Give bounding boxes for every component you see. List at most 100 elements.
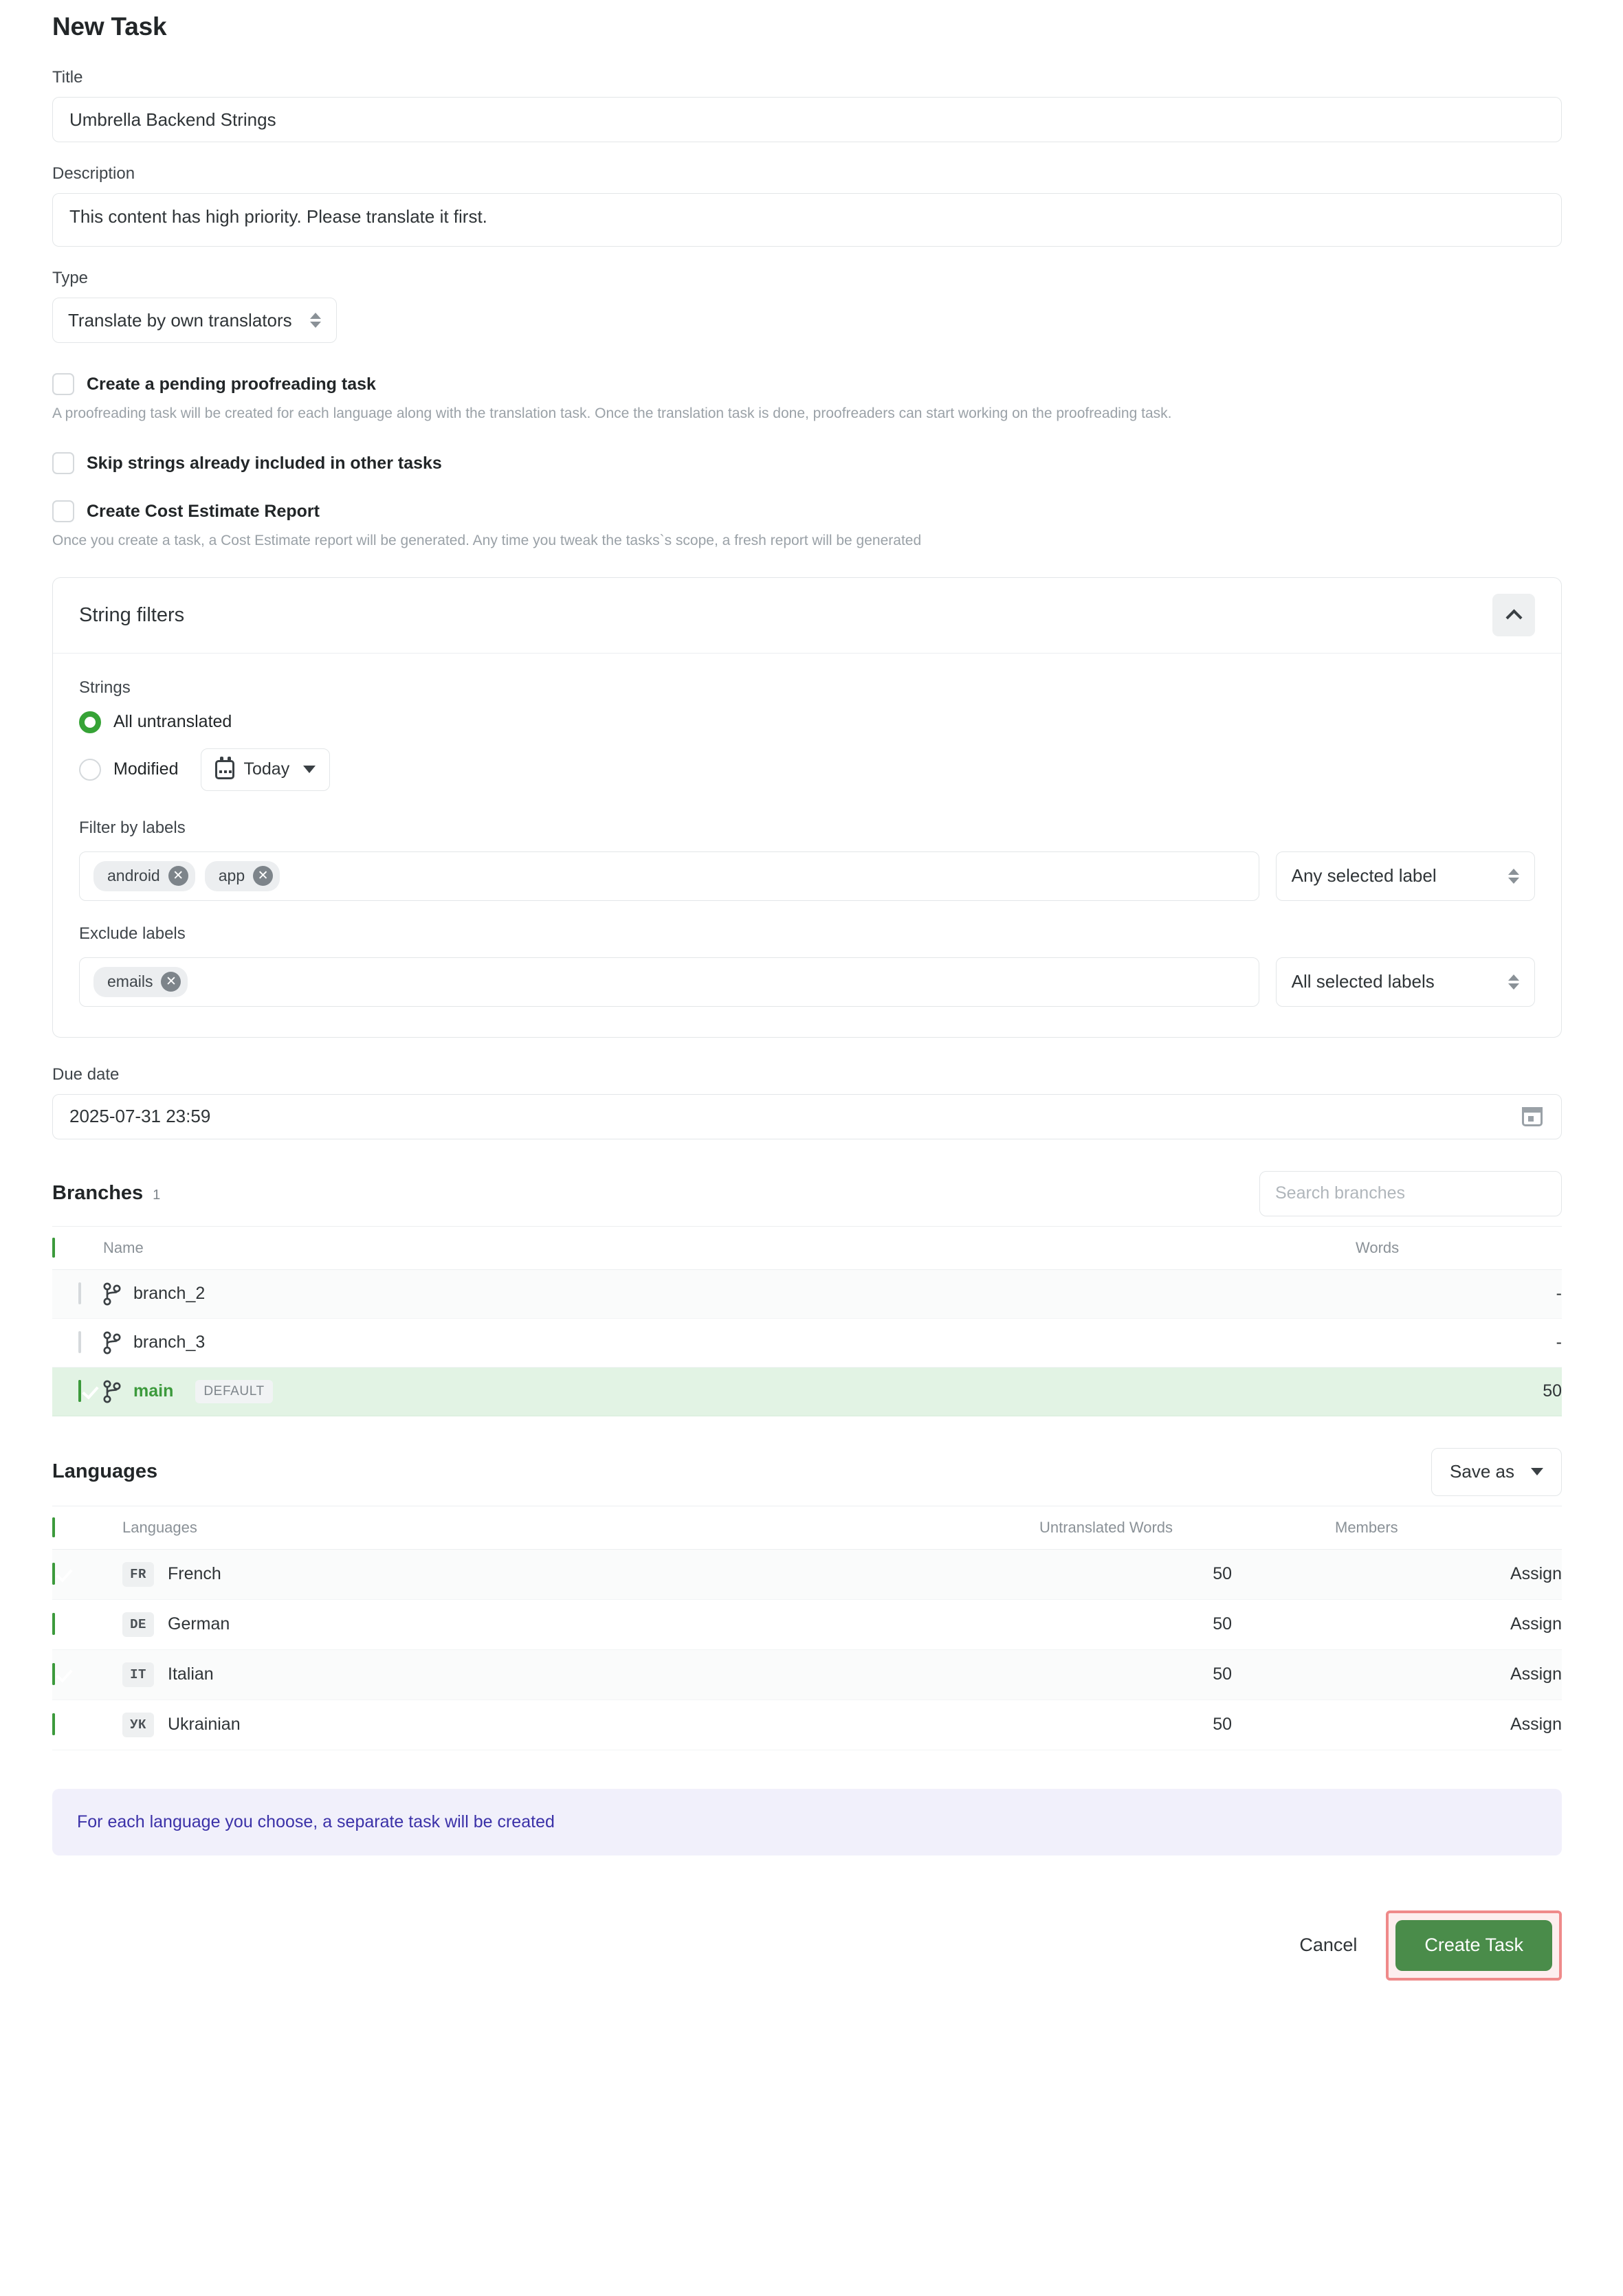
table-row[interactable]: main DEFAULT 50 bbox=[52, 1367, 1562, 1416]
collapse-toggle-button[interactable] bbox=[1492, 594, 1535, 637]
calendar-icon[interactable] bbox=[1522, 1106, 1543, 1126]
save-as-button[interactable]: Save as bbox=[1431, 1447, 1562, 1496]
remove-token-icon[interactable]: ✕ bbox=[253, 866, 274, 887]
language-untranslated-words: 50 bbox=[1039, 1549, 1335, 1600]
assign-link[interactable]: Assign bbox=[1510, 1715, 1562, 1735]
modified-date-dropdown[interactable]: Today bbox=[200, 748, 331, 791]
languages-table: Languages Untranslated Words Members FR … bbox=[52, 1505, 1562, 1750]
language-untranslated-words: 50 bbox=[1039, 1699, 1335, 1750]
language-code-badge: УК bbox=[122, 1712, 154, 1737]
language-name-cell: DE German bbox=[103, 1612, 1039, 1637]
branches-select-all-cell[interactable] bbox=[52, 1225, 103, 1270]
language-row-checkbox[interactable] bbox=[52, 1613, 55, 1636]
branch-name-cell: branch_2 bbox=[103, 1282, 1356, 1306]
cost-estimate-checkbox[interactable] bbox=[52, 500, 74, 523]
language-code-badge: DE bbox=[122, 1612, 154, 1637]
language-name: Italian bbox=[168, 1664, 214, 1684]
remove-token-icon[interactable]: ✕ bbox=[168, 866, 188, 887]
default-badge: DEFAULT bbox=[195, 1379, 273, 1403]
proofreading-checkbox-row[interactable]: Create a pending proofreading task bbox=[52, 373, 1562, 395]
language-row-checkbox[interactable] bbox=[52, 1563, 55, 1585]
assign-link[interactable]: Assign bbox=[1510, 1664, 1562, 1684]
label-token[interactable]: emails ✕ bbox=[93, 966, 188, 997]
branch-icon bbox=[103, 1380, 121, 1403]
cost-estimate-checkbox-row[interactable]: Create Cost Estimate Report bbox=[52, 500, 1562, 523]
language-row-checkbox[interactable] bbox=[52, 1663, 55, 1686]
chevron-down-icon bbox=[303, 766, 316, 774]
languages-select-all-checkbox[interactable] bbox=[52, 1517, 55, 1537]
branch-row-checkbox[interactable] bbox=[78, 1331, 81, 1354]
language-name: Ukrainian bbox=[168, 1715, 241, 1735]
branches-header-row: Name Words bbox=[52, 1225, 1562, 1270]
branch-row-checkbox[interactable] bbox=[78, 1380, 81, 1403]
languages-header: Languages Save as bbox=[52, 1447, 1562, 1496]
table-row[interactable]: УК Ukrainian 50 Assign bbox=[52, 1699, 1562, 1750]
radio-all-untranslated-row[interactable]: All untranslated bbox=[79, 711, 1535, 733]
skip-strings-checkbox[interactable] bbox=[52, 452, 74, 475]
skip-strings-label: Skip strings already included in other t… bbox=[87, 453, 442, 473]
filter-label-mode-select[interactable]: Any selected label bbox=[1275, 851, 1535, 901]
label-token[interactable]: android ✕ bbox=[93, 860, 195, 891]
branch-name: branch_3 bbox=[133, 1333, 206, 1352]
table-row[interactable]: IT Italian 50 Assign bbox=[52, 1649, 1562, 1700]
proofreading-help-text: A proofreading task will be created for … bbox=[52, 405, 1172, 421]
exclude-labels-input[interactable]: emails ✕ bbox=[79, 957, 1259, 1007]
cancel-button[interactable]: Cancel bbox=[1299, 1935, 1386, 1956]
assign-link[interactable]: Assign bbox=[1510, 1614, 1562, 1634]
languages-select-all-cell[interactable] bbox=[52, 1505, 103, 1550]
branch-icon bbox=[103, 1331, 121, 1355]
exclude-label-mode-value: All selected labels bbox=[1291, 971, 1435, 992]
branch-row-checkbox[interactable] bbox=[78, 1282, 81, 1305]
branches-title-wrap: Branches 1 bbox=[52, 1182, 160, 1205]
proofreading-checkbox[interactable] bbox=[52, 373, 74, 395]
modified-date-value: Today bbox=[243, 759, 290, 779]
create-task-button[interactable]: Create Task bbox=[1395, 1919, 1552, 1971]
branches-header: Branches 1 bbox=[52, 1170, 1562, 1216]
radio-all-untranslated-label: All untranslated bbox=[113, 712, 232, 732]
strings-label: Strings bbox=[79, 678, 131, 697]
languages-title: Languages bbox=[52, 1460, 158, 1483]
languages-col-untranslated: Untranslated Words bbox=[1039, 1505, 1335, 1550]
table-row[interactable]: branch_2 - bbox=[52, 1269, 1562, 1319]
string-filters-header[interactable]: String filters bbox=[53, 578, 1561, 654]
language-code-badge: FR bbox=[122, 1561, 154, 1587]
branch-words: 50 bbox=[1356, 1367, 1562, 1416]
exclude-label-mode-select[interactable]: All selected labels bbox=[1275, 957, 1535, 1007]
sort-arrows-icon bbox=[1508, 868, 1519, 884]
label-token[interactable]: app ✕ bbox=[204, 860, 280, 891]
description-textarea[interactable] bbox=[52, 193, 1562, 247]
radio-modified-row[interactable]: Modified Today bbox=[79, 748, 1535, 791]
languages-col-members: Members bbox=[1335, 1505, 1562, 1550]
filter-by-labels-label: Filter by labels bbox=[79, 818, 186, 837]
table-row[interactable]: FR French 50 Assign bbox=[52, 1549, 1562, 1600]
title-input[interactable] bbox=[52, 97, 1562, 142]
branches-col-name: Name bbox=[103, 1225, 1356, 1270]
label-token-text: app bbox=[218, 867, 245, 885]
type-field-block: Type Translate by own translators bbox=[52, 269, 1562, 343]
label-token-text: emails bbox=[107, 972, 153, 991]
remove-token-icon[interactable]: ✕ bbox=[161, 972, 181, 992]
due-date-input[interactable] bbox=[52, 1093, 1562, 1139]
branches-select-all-checkbox[interactable] bbox=[52, 1237, 55, 1258]
cost-estimate-help-text: Once you create a task, a Cost Estimate … bbox=[52, 533, 922, 549]
language-row-checkbox[interactable] bbox=[52, 1713, 55, 1736]
table-row[interactable]: branch_3 - bbox=[52, 1318, 1562, 1368]
chevron-down-icon bbox=[1531, 1468, 1543, 1476]
filter-label-mode-value: Any selected label bbox=[1291, 865, 1437, 887]
search-branches-input[interactable] bbox=[1259, 1170, 1562, 1216]
sort-arrows-icon bbox=[309, 313, 321, 328]
radio-modified[interactable] bbox=[79, 758, 101, 781]
due-date-label: Due date bbox=[52, 1065, 120, 1084]
filter-labels-input[interactable]: android ✕ app ✕ bbox=[79, 851, 1259, 901]
language-name-cell: УК Ukrainian bbox=[103, 1712, 1039, 1737]
filter-by-labels-row: android ✕ app ✕ Any selected label bbox=[79, 851, 1535, 901]
table-row[interactable]: DE German 50 Assign bbox=[52, 1599, 1562, 1650]
type-select[interactable]: Translate by own translators bbox=[52, 298, 337, 343]
branches-count: 1 bbox=[153, 1188, 161, 1203]
radio-all-untranslated[interactable] bbox=[79, 711, 101, 733]
skip-strings-checkbox-row[interactable]: Skip strings already included in other t… bbox=[52, 452, 1562, 475]
assign-link[interactable]: Assign bbox=[1510, 1564, 1562, 1584]
due-date-block: Due date bbox=[52, 1065, 1562, 1139]
language-untranslated-words: 50 bbox=[1039, 1599, 1335, 1650]
